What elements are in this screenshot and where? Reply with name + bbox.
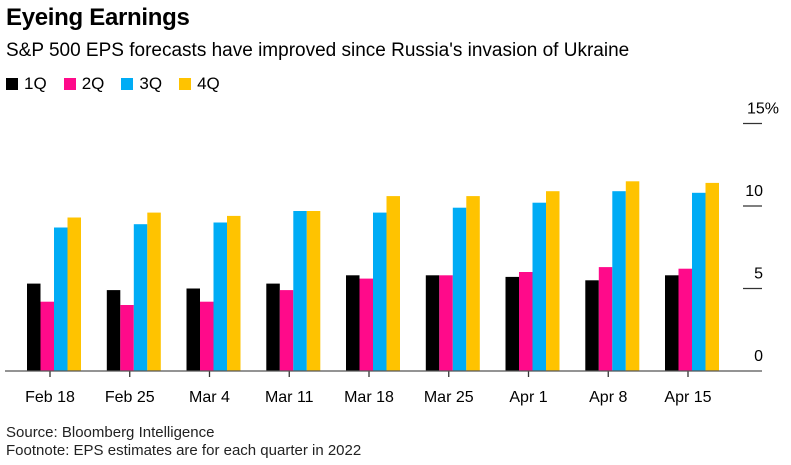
y-tick-label: 10 — [745, 183, 763, 200]
legend: 1Q 2Q 3Q 4Q — [6, 74, 237, 94]
bar-2q-feb-25 — [120, 305, 134, 371]
y-tick-label: 5 — [754, 266, 763, 283]
bar-3q-apr-15 — [692, 192, 706, 371]
y-tick-label: 15% — [747, 101, 779, 118]
bar-3q-feb-25 — [133, 224, 148, 371]
legend-swatch — [179, 78, 192, 90]
bar-4q-apr-1 — [546, 191, 560, 371]
x-tick-label: Apr 1 — [509, 389, 547, 406]
bar-4q-feb-25 — [147, 212, 161, 371]
legend-item-3q: 3Q — [121, 74, 162, 94]
legend-swatch — [121, 78, 134, 90]
bar-2q-mar-25 — [439, 275, 453, 371]
bar-4q-mar-4 — [227, 215, 241, 371]
x-tick-label: Mar 25 — [424, 389, 474, 406]
bar-4q-feb-18 — [67, 217, 81, 371]
y-tick-label: 0 — [754, 348, 763, 365]
footer: Source: Bloomberg Intelligence Footnote:… — [6, 424, 361, 460]
x-tick-label: Feb 25 — [105, 389, 155, 406]
bar-1q-mar-18 — [346, 275, 360, 371]
legend-item-4q: 4Q — [179, 74, 220, 94]
legend-item-2q: 2Q — [63, 74, 105, 94]
x-tick-label: Feb 18 — [25, 389, 75, 406]
bar-4q-mar-11 — [306, 211, 321, 371]
bar-2q-feb-18 — [40, 301, 54, 371]
footnote: Footnote: EPS estimates are for each qua… — [6, 442, 362, 459]
bar-3q-mar-25 — [452, 207, 467, 371]
bar-1q-apr-8 — [585, 280, 599, 372]
legend-swatch — [63, 78, 76, 90]
x-tick-label: Mar 18 — [344, 389, 394, 406]
bar-3q-apr-8 — [612, 191, 626, 371]
bar-4q-mar-25 — [466, 196, 480, 371]
legend-item-1q: 1Q — [6, 74, 47, 94]
bar-3q-feb-18 — [54, 227, 68, 371]
bar-1q-mar-4 — [186, 288, 200, 371]
chart-subtitle: S&P 500 EPS forecasts have improved sinc… — [6, 40, 630, 61]
bar-1q-feb-25 — [106, 290, 121, 371]
bar-2q-mar-18 — [359, 278, 373, 371]
bar-2q-apr-1 — [519, 272, 533, 371]
legend-swatch — [6, 78, 18, 90]
bar-3q-apr-1 — [532, 202, 546, 371]
bar-2q-apr-15 — [678, 268, 692, 371]
legend-label: 2Q — [81, 74, 105, 93]
bar-1q-mar-11 — [266, 283, 280, 371]
bar-1q-mar-25 — [425, 275, 440, 371]
bar-2q-mar-4 — [200, 301, 214, 371]
bar-1q-feb-18 — [27, 283, 41, 371]
bar-1q-apr-1 — [505, 276, 519, 371]
x-tick-label: Mar 4 — [189, 389, 230, 406]
source-note: Source: Bloomberg Intelligence — [6, 424, 215, 441]
x-tick-label: Apr 15 — [664, 389, 711, 406]
bar-4q-mar-18 — [386, 196, 400, 371]
legend-label: 3Q — [139, 74, 163, 93]
bar-3q-mar-11 — [293, 211, 307, 371]
legend-label: 1Q — [24, 74, 47, 93]
chart-title: Eyeing Earnings — [6, 4, 190, 31]
bar-2q-mar-11 — [279, 290, 294, 371]
bar-3q-mar-18 — [373, 212, 387, 371]
bar-2q-apr-8 — [598, 267, 613, 371]
x-tick-label: Apr 8 — [589, 389, 627, 406]
x-tick-label: Mar 11 — [265, 389, 314, 406]
legend-label: 4Q — [197, 74, 220, 93]
bar-4q-apr-15 — [705, 182, 719, 371]
bar-4q-apr-8 — [625, 181, 640, 372]
bar-3q-mar-4 — [213, 222, 227, 371]
bar-1q-apr-15 — [665, 275, 679, 371]
